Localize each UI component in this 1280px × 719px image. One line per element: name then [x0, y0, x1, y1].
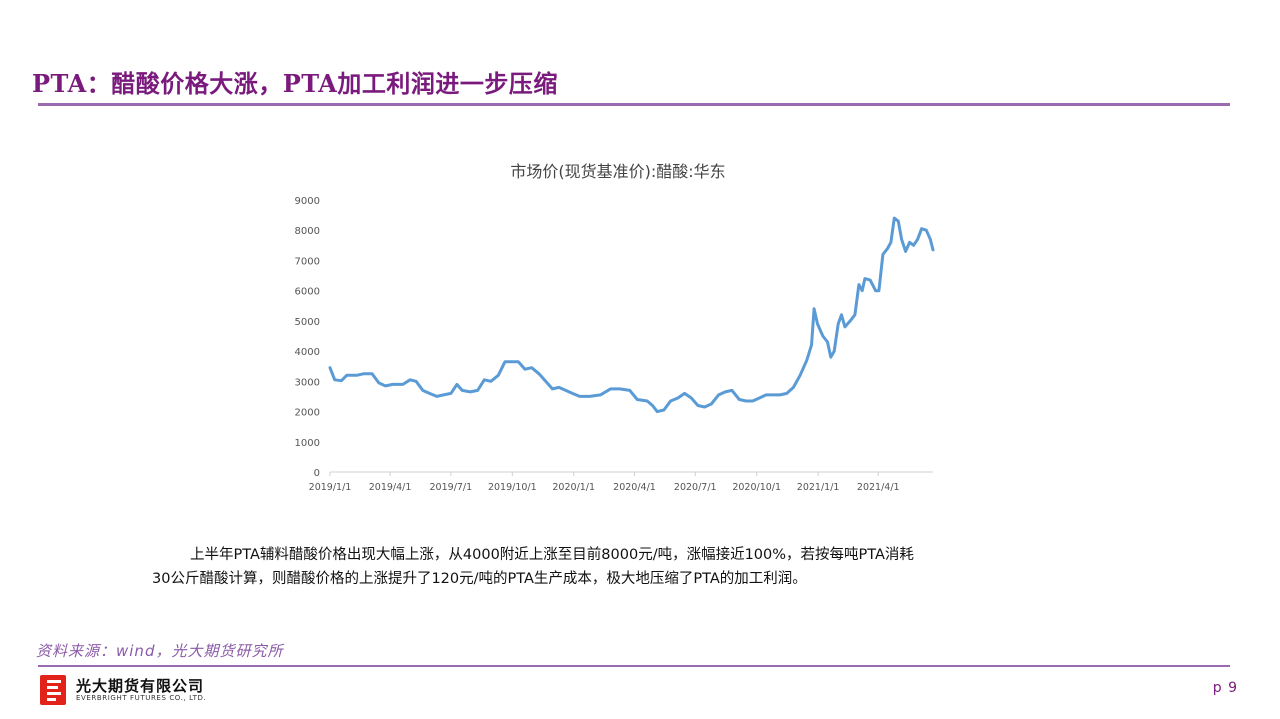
- description: 上半年PTA辅料醋酸价格出现大幅上涨，从4000附近上涨至目前8000元/吨，涨…: [152, 543, 1082, 591]
- y-tick-label: 6000: [295, 287, 320, 298]
- y-tick-label: 7000: [295, 256, 320, 267]
- y-tick-label: 3000: [295, 377, 320, 388]
- page-title: PTA：醋酸价格大涨，PTA加工利润进一步压缩: [32, 69, 558, 98]
- price-chart: 市场价(现货基准价):醋酸:华东 9000 8000 7000 6000 5000 400…: [295, 162, 935, 493]
- y-tick-label: 0: [314, 468, 320, 479]
- data-source: 资料来源：wind，光大期货研究所: [36, 642, 284, 660]
- everbright-logo-icon: [40, 675, 66, 705]
- company-name-cn: 光大期货有限公司: [76, 677, 205, 695]
- company-name-en: EVERBRIGHT FUTURES CO., LTD.: [76, 694, 207, 702]
- y-tick-label: 8000: [295, 226, 320, 237]
- y-axis: 9000 8000 7000 6000 5000 4000 3000 2000 1000 0: [295, 196, 320, 479]
- plot-area: [328, 216, 935, 414]
- chart-title: 市场价(现货基准价):醋酸:华东: [510, 162, 725, 181]
- x-tick-label: 2020/10/1: [732, 482, 781, 493]
- footer-divider: [38, 665, 1230, 667]
- y-tick-label: 5000: [295, 317, 320, 328]
- y-tick-label: 2000: [295, 408, 320, 419]
- x-tick-label: 2019/4/1: [369, 482, 412, 493]
- title-divider: [38, 103, 1230, 106]
- x-tick-label: 2020/7/1: [674, 482, 717, 493]
- x-tick-label: 2021/4/1: [857, 482, 900, 493]
- x-tick-label: 2019/7/1: [430, 482, 473, 493]
- company-logo: 光大期货有限公司 EVERBRIGHT FUTURES CO., LTD.: [40, 673, 240, 707]
- y-tick-label: 4000: [295, 347, 320, 358]
- price-series-line: [328, 216, 935, 414]
- y-tick-label: 1000: [295, 438, 320, 449]
- x-axis: 2019/1/1 2019/4/1 2019/7/1 2019/10/1 2020/1/…: [309, 471, 933, 493]
- x-tick-label: 2019/1/1: [309, 482, 352, 493]
- x-tick-label: 2019/10/1: [488, 482, 537, 493]
- x-tick-label: 2020/1/1: [552, 482, 595, 493]
- y-tick-label: 9000: [295, 196, 320, 207]
- x-tick-label: 2020/4/1: [613, 482, 656, 493]
- description-line-2: 30公斤醋酸计算，则醋酸价格的上涨提升了120元/吨的PTA生产成本，极大地压缩…: [152, 571, 807, 587]
- description-line-1: 上半年PTA辅料醋酸价格出现大幅上涨，从4000附近上涨至目前8000元/吨，涨…: [190, 547, 914, 563]
- page-number: p 9: [1212, 680, 1238, 696]
- x-tick-label: 2021/1/1: [797, 482, 840, 493]
